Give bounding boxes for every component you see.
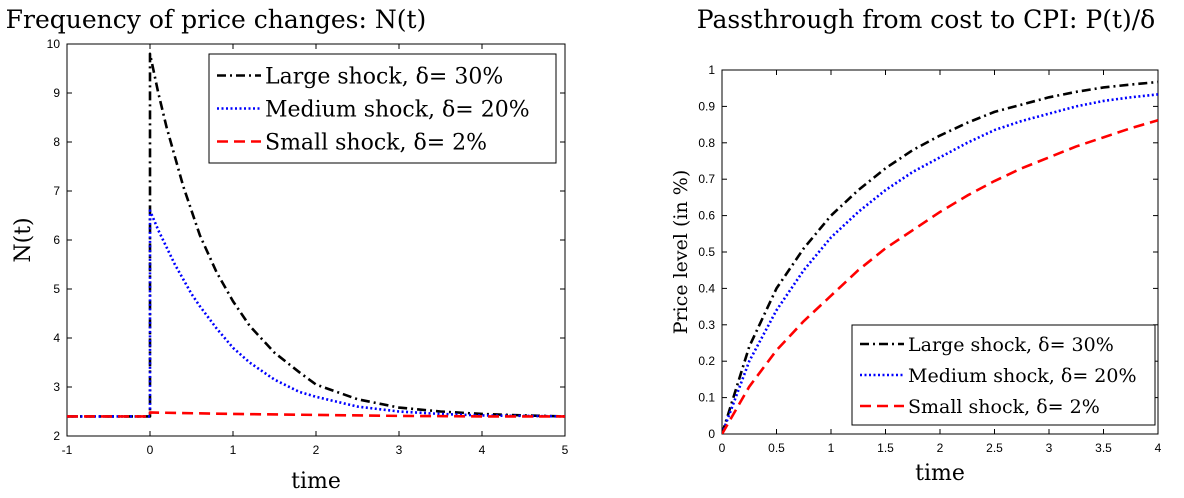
chart-1-legend: Large shock, δ= 30% Medium shock, δ= 20% S… (208, 53, 557, 164)
chart-2-x-tick-label: 3 (1046, 441, 1053, 455)
chart-1-y-tick-label: 10 (47, 37, 61, 51)
chart-2-x-tick-label: 2 (937, 441, 944, 455)
chart-2-y-tick-label: 0.5 (698, 245, 715, 259)
chart-2-y-tick-label: 0.1 (698, 391, 715, 405)
chart-2: 0 0.5 1 1.5 2 2.5 3 3.5 4 0 0.1 0.2 0.3 0.4 0.5 0.6 0.7 0… (670, 5, 1162, 486)
chart-1-y-tick-label: 6 (53, 233, 60, 247)
chart-1-x-tick-label: 5 (562, 443, 569, 457)
chart-2-title: Passthrough from cost to CPI: P(t)/δ (697, 5, 1155, 34)
chart-1-x-tick-label: 0 (147, 443, 154, 457)
chart-2-y-tick-label: 0.7 (698, 172, 715, 186)
chart-1-legend-label-2: Medium shock, δ= 20% (265, 97, 530, 122)
chart-2-x-tick-label: 2.5 (986, 441, 1003, 455)
chart-2-x-axis-label: time (915, 461, 965, 486)
chart-1-y-tick-label: 8 (53, 135, 60, 149)
chart-1-series-3-line (67, 411, 565, 418)
chart-1-legend-label-1: Large shock, δ= 30% (265, 64, 503, 89)
chart-1-y-tick-label: 7 (53, 184, 60, 198)
chart-1-series-group (67, 52, 565, 418)
chart-2-x-tick-label: 3.5 (1095, 441, 1112, 455)
chart-2-series-group (722, 80, 1158, 434)
chart-1-legend-box (208, 53, 557, 164)
chart-1-y-axis-label: N(t) (11, 217, 36, 262)
chart-2-y-tick-label: 0.9 (698, 99, 715, 113)
chart-1-y-tick-label: 4 (53, 331, 60, 345)
chart-2-legend-label-1: Large shock, δ= 30% (908, 334, 1114, 356)
chart-2-x-tick-label: 0 (719, 441, 726, 455)
chart-2-y-tick-label: 0.8 (698, 136, 715, 150)
chart-2-y-tick-label: 0.2 (698, 354, 715, 368)
chart-1-title: Frequency of price changes: N(t) (6, 5, 427, 34)
chart-1-y-tick-label: 2 (53, 429, 60, 443)
chart-1-y-tick-label: 3 (53, 380, 60, 394)
chart-2-x-tick-label: 4 (1155, 441, 1162, 455)
chart-2-y-tick-label: 0.6 (698, 209, 715, 223)
chart-1-y-tick-label: 9 (53, 86, 60, 100)
chart-2-series-3-line (722, 118, 1158, 434)
chart-2-y-tick-label: 0 (708, 427, 715, 441)
chart-1-series-1-line (67, 52, 565, 418)
chart-2-x-tick-label: 1.5 (877, 441, 894, 455)
chart-1-y-tick-label: 5 (53, 282, 60, 296)
chart-1: -1 0 1 2 3 4 5 2 3 4 5 6 7 8 9 10 Frequency of price cha… (6, 5, 569, 494)
chart-2-legend-label-3: Small shock, δ= 2% (908, 396, 1100, 418)
chart-2-legend-label-2: Medium shock, δ= 20% (908, 365, 1137, 387)
chart-2-series-2-line (722, 93, 1158, 434)
chart-1-x-tick-label: 2 (313, 443, 320, 457)
chart-1-x-tick-label: -1 (62, 443, 73, 457)
chart-2-x-tick-label: 0.5 (768, 441, 785, 455)
chart-1-x-tick-label: 1 (230, 443, 237, 457)
chart-1-x-tick-label: 3 (396, 443, 403, 457)
chart-2-series-1-line (722, 80, 1158, 434)
chart-1-x-tick-label: 4 (479, 443, 486, 457)
chart-2-y-tick-label: 1 (708, 63, 715, 77)
chart-2-y-tick-label: 0.4 (698, 281, 715, 295)
chart-2-legend: Large shock, δ= 30% Medium shock, δ= 20% S… (851, 324, 1156, 426)
chart-1-legend-label-3: Small shock, δ= 2% (265, 130, 487, 155)
chart-1-series-2-line (67, 209, 565, 418)
chart-2-x-tick-label: 1 (828, 441, 835, 455)
chart-1-x-axis-label: time (291, 469, 341, 494)
chart-2-y-tick-label: 0.3 (698, 318, 715, 332)
chart-2-y-axis-label: Price level (in %) (670, 170, 692, 335)
